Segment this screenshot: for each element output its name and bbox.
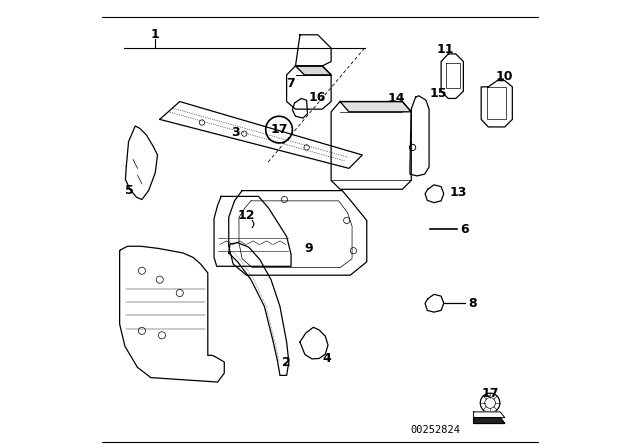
Text: 6: 6 bbox=[460, 223, 469, 236]
Polygon shape bbox=[425, 294, 444, 312]
Text: 7: 7 bbox=[286, 77, 294, 90]
Polygon shape bbox=[160, 102, 362, 168]
Text: 12: 12 bbox=[238, 210, 255, 223]
Polygon shape bbox=[410, 96, 429, 176]
Text: 13: 13 bbox=[450, 186, 467, 199]
Text: 1: 1 bbox=[151, 28, 159, 41]
Polygon shape bbox=[425, 185, 444, 202]
Text: 9: 9 bbox=[305, 242, 313, 255]
Text: 11: 11 bbox=[437, 43, 454, 56]
Polygon shape bbox=[296, 35, 331, 66]
Polygon shape bbox=[340, 102, 412, 112]
Text: 00252824: 00252824 bbox=[411, 426, 461, 435]
Polygon shape bbox=[441, 54, 463, 99]
Polygon shape bbox=[296, 66, 331, 75]
Text: 17: 17 bbox=[481, 387, 499, 400]
Text: 10: 10 bbox=[495, 70, 513, 83]
Polygon shape bbox=[214, 196, 291, 266]
Polygon shape bbox=[300, 327, 328, 359]
Text: 3: 3 bbox=[231, 126, 240, 139]
Polygon shape bbox=[125, 126, 157, 199]
Text: 8: 8 bbox=[468, 297, 476, 310]
Polygon shape bbox=[120, 246, 224, 382]
Text: 17: 17 bbox=[270, 123, 288, 136]
Text: 16: 16 bbox=[309, 90, 326, 103]
Text: 14: 14 bbox=[388, 91, 405, 104]
Polygon shape bbox=[474, 418, 505, 423]
Polygon shape bbox=[474, 412, 505, 418]
Polygon shape bbox=[292, 99, 308, 118]
Text: 2: 2 bbox=[282, 356, 291, 369]
Polygon shape bbox=[228, 190, 367, 275]
Polygon shape bbox=[331, 102, 412, 189]
Polygon shape bbox=[228, 243, 289, 375]
Polygon shape bbox=[287, 66, 331, 109]
Text: 15: 15 bbox=[429, 87, 447, 100]
Polygon shape bbox=[481, 81, 513, 127]
Text: 5: 5 bbox=[125, 184, 134, 197]
Text: 4: 4 bbox=[323, 353, 331, 366]
